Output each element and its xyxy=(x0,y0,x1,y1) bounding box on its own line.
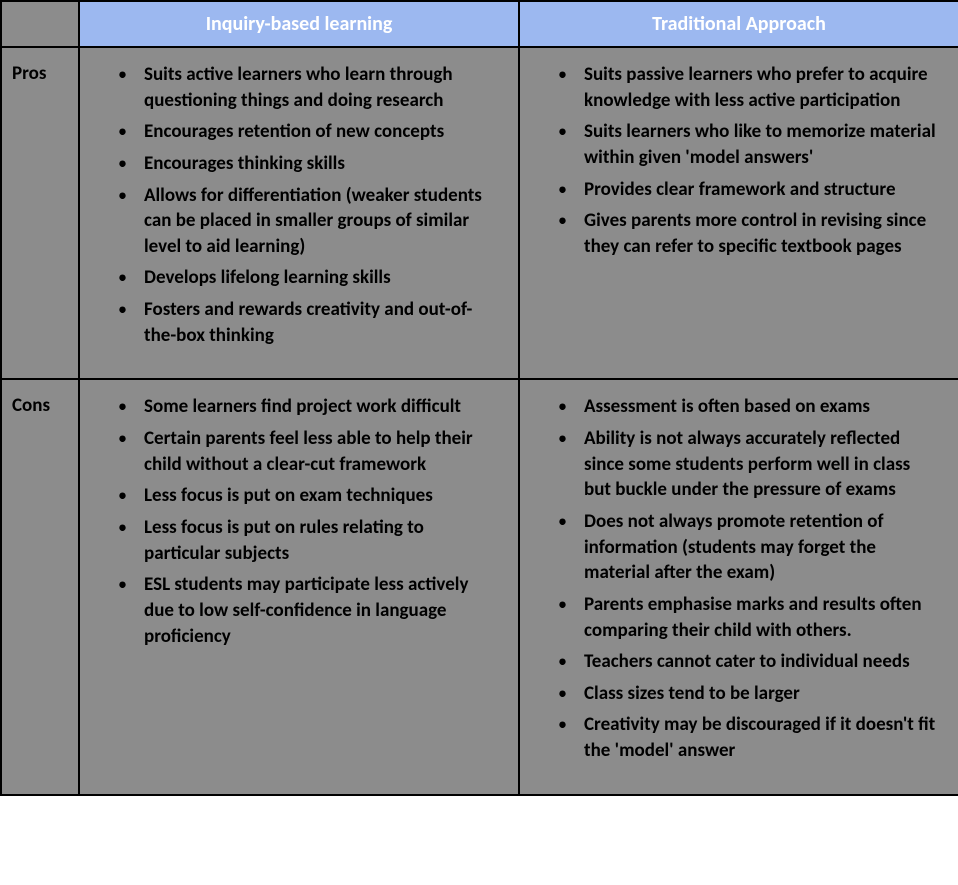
list-item: Suits passive learners who prefer to acq… xyxy=(566,62,940,119)
list-item: Encourages thinking skills xyxy=(126,151,500,183)
cell-pros-traditional: Suits passive learners who prefer to acq… xyxy=(519,47,958,379)
list-item: Fosters and rewards creativity and out-o… xyxy=(126,297,500,354)
row-label-pros: Pros xyxy=(1,47,79,379)
list-item: ESL students may participate less active… xyxy=(126,572,500,655)
list-item: Creativity may be discouraged if it does… xyxy=(566,712,940,769)
list-item: Gives parents more control in revising s… xyxy=(566,208,940,265)
header-row: Inquiry-based learning Traditional Appro… xyxy=(1,1,958,47)
list-item: Some learners find project work difficul… xyxy=(126,394,500,426)
corner-cell xyxy=(1,1,79,47)
table-row-cons: Cons Some learners find project work dif… xyxy=(1,379,958,794)
table-body: Pros Suits active learners who learn thr… xyxy=(1,47,958,795)
list-item: Ability is not always accurately reflect… xyxy=(566,426,940,509)
list-item: Parents emphasise marks and results ofte… xyxy=(566,592,940,649)
list-item: Teachers cannot cater to individual need… xyxy=(566,649,940,681)
comparison-table: Inquiry-based learning Traditional Appro… xyxy=(0,0,958,796)
list-item: Assessment is often based on exams xyxy=(566,394,940,426)
cell-cons-traditional: Assessment is often based on examsAbilit… xyxy=(519,379,958,794)
list-item: Does not always promote retention of inf… xyxy=(566,509,940,592)
list-item: Less focus is put on rules relating to p… xyxy=(126,515,500,572)
cell-cons-inquiry: Some learners find project work difficul… xyxy=(79,379,519,794)
bullet-list: Assessment is often based on examsAbilit… xyxy=(538,394,940,769)
table-row-pros: Pros Suits active learners who learn thr… xyxy=(1,47,958,379)
list-item: Allows for differentiation (weaker stude… xyxy=(126,183,500,266)
bullet-list: Suits passive learners who prefer to acq… xyxy=(538,62,940,265)
bullet-list: Some learners find project work difficul… xyxy=(98,394,500,655)
list-item: Suits active learners who learn through … xyxy=(126,62,500,119)
list-item: Class sizes tend to be larger xyxy=(566,681,940,713)
row-label-cons: Cons xyxy=(1,379,79,794)
cell-pros-inquiry: Suits active learners who learn through … xyxy=(79,47,519,379)
comparison-table-container: Inquiry-based learning Traditional Appro… xyxy=(0,0,958,796)
list-item: Suits learners who like to memorize mate… xyxy=(566,119,940,176)
bullet-list: Suits active learners who learn through … xyxy=(98,62,500,354)
list-item: Develops lifelong learning skills xyxy=(126,265,500,297)
column-header-traditional: Traditional Approach xyxy=(519,1,958,47)
list-item: Encourages retention of new concepts xyxy=(126,119,500,151)
list-item: Certain parents feel less able to help t… xyxy=(126,426,500,483)
column-header-inquiry: Inquiry-based learning xyxy=(79,1,519,47)
list-item: Less focus is put on exam techniques xyxy=(126,483,500,515)
list-item: Provides clear framework and structure xyxy=(566,177,940,209)
